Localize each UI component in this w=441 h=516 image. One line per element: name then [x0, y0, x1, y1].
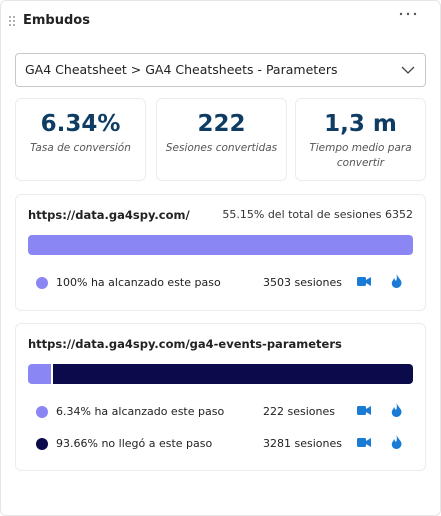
- heatmap-icon[interactable]: [391, 274, 402, 291]
- drag-handle[interactable]: [8, 15, 16, 27]
- kpi-card: 222 Sesiones convertidas: [156, 98, 287, 181]
- select-label: GA4 Cheatsheet > GA4 Cheatsheets - Param…: [25, 62, 338, 77]
- step-card: https://data.ga4spy.com/55.15% del total…: [15, 194, 426, 311]
- kpi-value: 1,3 m: [324, 111, 397, 137]
- recordings-icon[interactable]: [357, 437, 371, 451]
- row-sessions: 222 sesiones: [263, 405, 335, 418]
- legend-dot: [36, 406, 48, 418]
- step-row: 6.34% ha alcanzado este paso 222 sesiones: [28, 402, 413, 422]
- row-text: 100% ha alcanzado este paso: [56, 276, 221, 289]
- bar-segment: [28, 235, 413, 255]
- row-sessions: 3281 sesiones: [263, 437, 342, 450]
- legend-dot: [36, 438, 48, 450]
- step-row: 93.66% no llegó a este paso 3281 sesiones: [28, 434, 413, 454]
- chevron: [401, 66, 415, 74]
- heatmap-icon[interactable]: [391, 435, 402, 452]
- heatmap-icon[interactable]: [391, 403, 402, 420]
- funnel-select[interactable]: GA4 Cheatsheet > GA4 Cheatsheets - Param…: [15, 53, 426, 87]
- step-card: https://data.ga4spy.com/ga4-events-param…: [15, 323, 426, 471]
- kpi-label: Tasa de conversión: [30, 142, 131, 154]
- kpi-value: 6.34%: [40, 111, 121, 137]
- step-url: https://data.ga4spy.com/ga4-events-param…: [28, 337, 342, 351]
- row-text: 93.66% no llegó a este paso: [56, 437, 213, 450]
- progress-bar: [28, 364, 413, 384]
- more-button[interactable]: [398, 9, 418, 19]
- step-url: https://data.ga4spy.com/: [28, 208, 190, 222]
- step-row: 100% ha alcanzado este paso 3503 sesiones: [28, 273, 413, 293]
- row-text: 6.34% ha alcanzado este paso: [56, 405, 225, 418]
- legend-dot: [36, 277, 48, 289]
- kpi-label: Tiempo medio para convertir: [309, 142, 412, 169]
- bar-segment: [53, 364, 413, 384]
- panel-title: Embudos: [23, 13, 90, 28]
- kpi-value: 222: [197, 111, 246, 137]
- step-summary: 55.15% del total de sesiones 6352: [222, 208, 413, 221]
- bar-segment: [28, 364, 52, 384]
- kpi-card: 6.34% Tasa de conversión: [15, 98, 146, 181]
- row-sessions: 3503 sesiones: [263, 276, 342, 289]
- kpi-label: Sesiones convertidas: [165, 142, 278, 154]
- recordings-icon[interactable]: [357, 276, 371, 290]
- kpi-card: 1,3 m Tiempo medio para convertir: [295, 98, 426, 181]
- progress-bar: [28, 235, 413, 255]
- recordings-icon[interactable]: [357, 405, 371, 419]
